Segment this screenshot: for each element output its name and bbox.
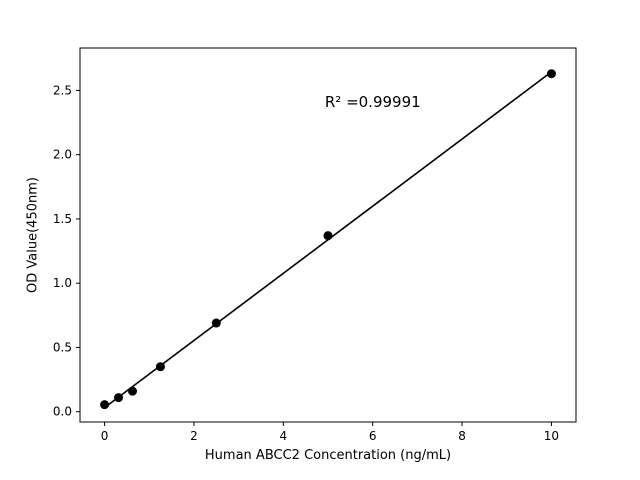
x-tick-label: 4 xyxy=(279,429,287,443)
y-tick-label: 2.0 xyxy=(53,148,72,162)
y-tick-label: 2.5 xyxy=(53,83,72,97)
data-point xyxy=(128,386,138,396)
y-tick-label: 1.5 xyxy=(53,212,72,226)
data-point xyxy=(114,393,124,403)
data-point xyxy=(323,231,333,241)
y-axis-label: OD Value(450nm) xyxy=(25,177,41,293)
data-point xyxy=(211,318,221,328)
data-point xyxy=(155,362,165,372)
x-tick-label: 8 xyxy=(458,429,466,443)
y-tick-label: 0.0 xyxy=(53,405,72,419)
axes-spines xyxy=(79,47,577,423)
x-axis-label: Human ABCC2 Concentration (ng/mL) xyxy=(204,448,452,463)
x-tick-label: 6 xyxy=(369,429,377,443)
x-tick-label: 2 xyxy=(190,429,198,443)
x-tick-label: 0 xyxy=(101,429,109,443)
y-tick-label: 0.5 xyxy=(53,340,72,354)
data-point xyxy=(100,400,110,410)
data-point xyxy=(546,69,556,79)
y-tick-label: 1.0 xyxy=(53,276,72,290)
r-squared-annotation: R² =0.99991 xyxy=(324,92,421,111)
x-tick-label: 10 xyxy=(544,429,559,443)
